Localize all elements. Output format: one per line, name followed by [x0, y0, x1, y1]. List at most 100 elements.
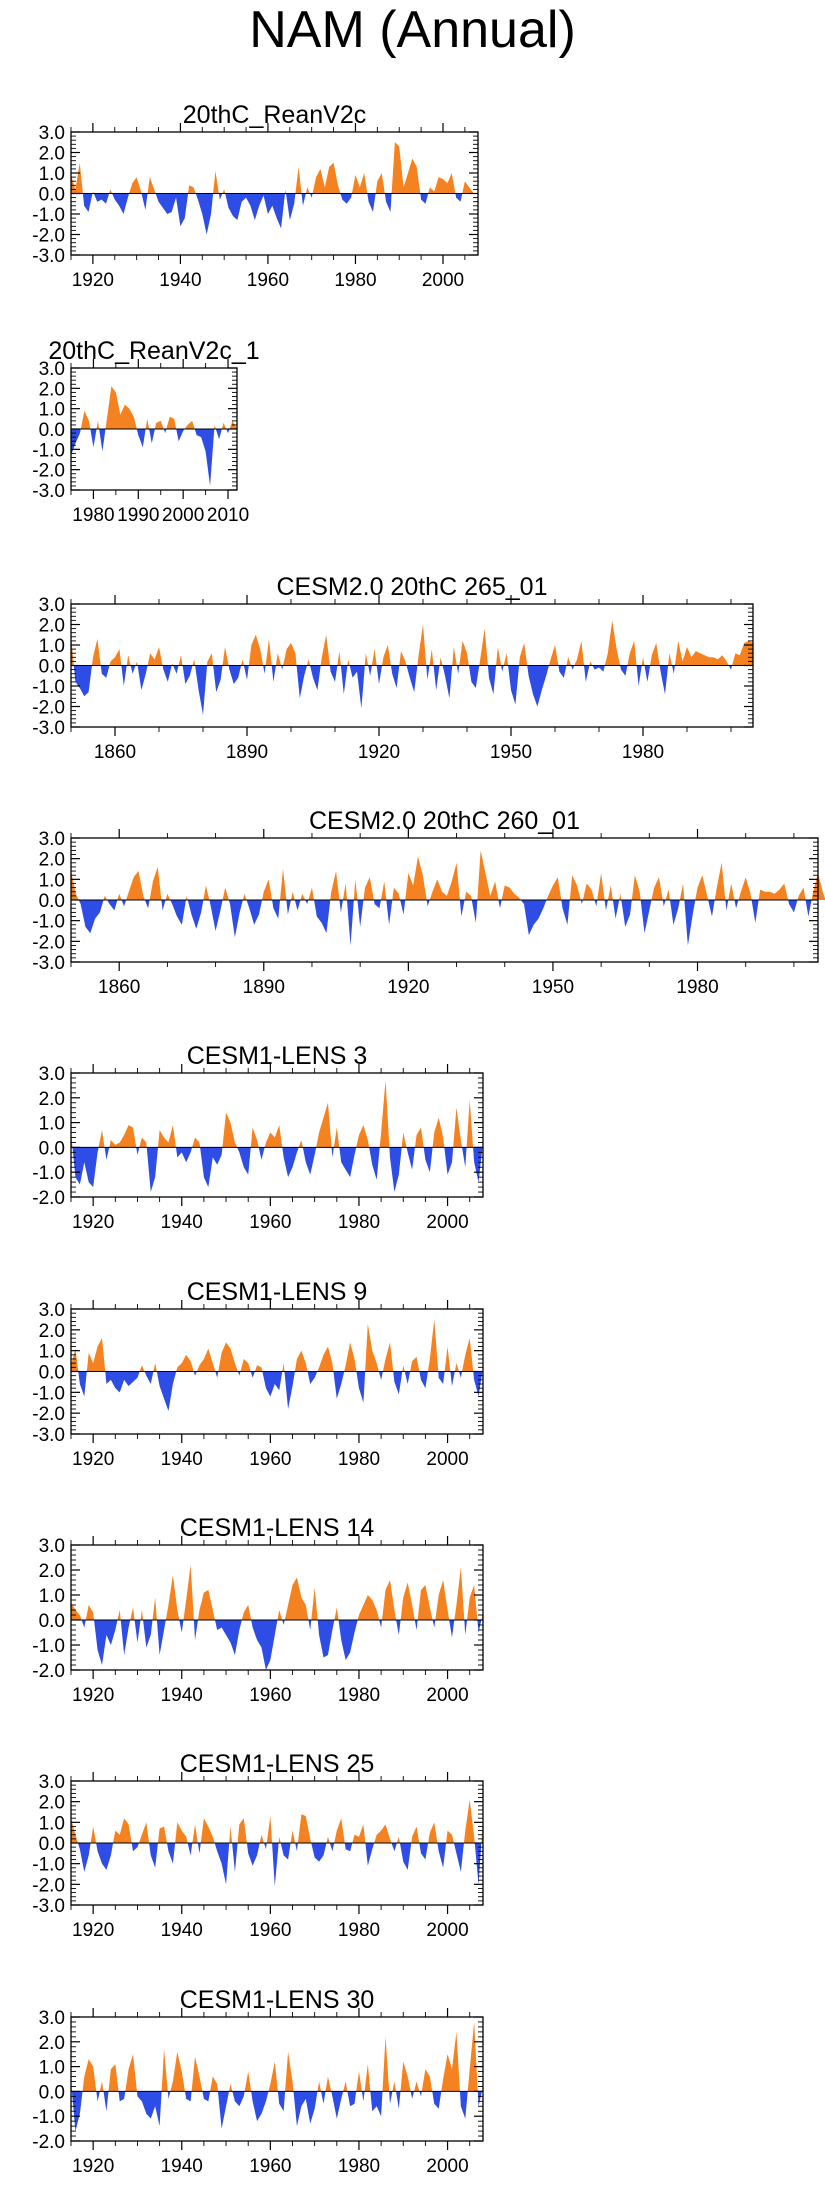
y-tick-label: -3.0 — [32, 1896, 65, 1917]
chart-title: CESM1-LENS 14 — [180, 1514, 375, 1542]
positive-anomaly-area — [198, 1590, 215, 1620]
negative-anomaly-area — [272, 1843, 279, 1887]
negative-anomaly-area — [620, 665, 628, 676]
positive-anomaly-area — [316, 1102, 332, 1148]
negative-anomaly-area — [134, 1620, 141, 1643]
negative-anomaly-area — [307, 1371, 318, 1384]
negative-anomaly-area — [218, 193, 223, 200]
negative-anomaly-area — [449, 1620, 455, 1638]
positive-anomaly-area — [152, 1597, 157, 1620]
negative-anomaly-area — [365, 1843, 375, 1866]
negative-anomaly-area — [386, 900, 393, 925]
negative-anomaly-area — [195, 665, 208, 715]
positive-anomaly-area — [165, 893, 171, 900]
negative-anomaly-area — [94, 1620, 118, 1665]
positive-anomaly-area — [191, 2056, 203, 2092]
y-tick-label: 2.0 — [39, 144, 65, 165]
negative-anomaly-area — [166, 1843, 176, 1864]
negative-anomaly-area — [508, 665, 520, 705]
positive-anomaly-area — [147, 177, 156, 194]
y-tick-label: 1.0 — [39, 1586, 65, 1607]
chart-title: CESM1-LENS 25 — [180, 1750, 375, 1778]
negative-anomaly-area — [644, 665, 651, 682]
x-tick-label: 1940 — [161, 1212, 203, 1233]
positive-anomaly-area — [275, 653, 282, 666]
y-tick-label: 1.0 — [39, 164, 65, 185]
positive-anomaly-area — [166, 416, 177, 429]
negative-anomaly-area — [361, 2091, 365, 2102]
positive-anomaly-area — [459, 640, 469, 666]
y-tick-label: 0.0 — [39, 185, 65, 206]
positive-anomaly-area — [171, 663, 174, 666]
positive-anomaly-area — [264, 1125, 283, 1148]
positive-anomaly-area — [188, 185, 196, 194]
positive-anomaly-area — [477, 850, 499, 900]
negative-anomaly-area — [442, 665, 453, 699]
positive-anomaly-area — [454, 1567, 465, 1620]
negative-anomaly-area — [246, 900, 263, 925]
positive-anomaly-area — [85, 1605, 95, 1620]
positive-anomaly-area — [200, 1818, 215, 1843]
negative-anomaly-area — [370, 2091, 383, 2117]
negative-anomaly-area — [604, 900, 608, 911]
negative-anomaly-area — [391, 1843, 397, 1852]
x-tick-label: 1920 — [72, 2156, 114, 2177]
positive-anomaly-area — [343, 2081, 348, 2092]
negative-anomaly-area — [455, 193, 463, 202]
negative-anomaly-area — [112, 193, 130, 214]
negative-anomaly-area — [137, 665, 148, 691]
negative-anomaly-area — [225, 193, 285, 229]
negative-anomaly-area — [96, 2091, 100, 2102]
negative-anomaly-area — [272, 900, 281, 919]
positive-anomaly-area — [254, 1365, 263, 1372]
y-tick-label: 0.0 — [39, 2082, 65, 2103]
x-tick-label: 2000 — [422, 270, 464, 291]
positive-anomaly-area — [184, 420, 195, 429]
negative-anomaly-area — [182, 665, 193, 684]
positive-anomaly-area — [86, 1338, 106, 1372]
negative-anomaly-area — [310, 665, 321, 691]
negative-anomaly-area — [146, 1147, 158, 1193]
negative-anomaly-area — [396, 1620, 401, 1635]
positive-anomaly-area — [732, 640, 753, 666]
y-tick-label: -3.0 — [32, 246, 65, 267]
positive-anomaly-area — [414, 2081, 420, 2092]
negative-anomaly-area — [471, 900, 478, 923]
positive-anomaly-area — [210, 2076, 218, 2092]
chart-panel-9: CESM1-LENS 30 3.0 2.0 1.0 0.0 -1.0 -2.0 1920 194… — [32, 1986, 484, 2177]
negative-anomaly-area — [369, 1147, 380, 1180]
negative-anomaly-area — [141, 193, 148, 210]
negative-anomaly-area — [725, 900, 729, 911]
negative-anomaly-area — [356, 1371, 366, 1403]
positive-anomaly-area — [668, 653, 673, 666]
positive-anomaly-area — [728, 883, 735, 900]
positive-anomaly-area — [400, 2061, 411, 2092]
negative-anomaly-area — [314, 900, 331, 934]
negative-anomaly-area — [293, 2091, 318, 2127]
positive-anomaly-area — [290, 1830, 296, 1843]
negative-anomaly-area — [215, 429, 222, 440]
positive-anomaly-area — [382, 1342, 394, 1372]
x-tick-label: 1920 — [72, 1920, 114, 1941]
negative-anomaly-area — [432, 1620, 436, 1628]
positive-anomaly-area — [175, 1822, 188, 1843]
positive-anomaly-area — [597, 873, 605, 900]
positive-anomaly-area — [266, 1816, 273, 1843]
y-tick-label: 3.0 — [39, 595, 65, 616]
positive-anomaly-area — [222, 647, 229, 666]
positive-anomaly-area — [82, 2059, 97, 2092]
positive-anomaly-area — [229, 1826, 233, 1843]
y-tick-label: 3.0 — [39, 1064, 65, 1085]
y-tick-label: 2.0 — [39, 616, 65, 637]
negative-anomaly-area — [373, 900, 381, 909]
positive-anomaly-area — [428, 1822, 438, 1843]
x-tick-label: 2010 — [207, 505, 249, 526]
x-tick-label: 1940 — [159, 270, 201, 291]
y-tick-label: 0.0 — [39, 1363, 65, 1384]
positive-anomaly-area — [90, 1826, 97, 1843]
y-tick-label: 2.0 — [39, 850, 65, 871]
positive-anomaly-area — [631, 875, 641, 900]
chart-panel-8: CESM1-LENS 25 3.02.01.00.0-1.0-2.0-3.0 192… — [32, 1750, 484, 1941]
negative-anomaly-area — [670, 900, 680, 925]
negative-anomaly-area — [357, 900, 364, 927]
